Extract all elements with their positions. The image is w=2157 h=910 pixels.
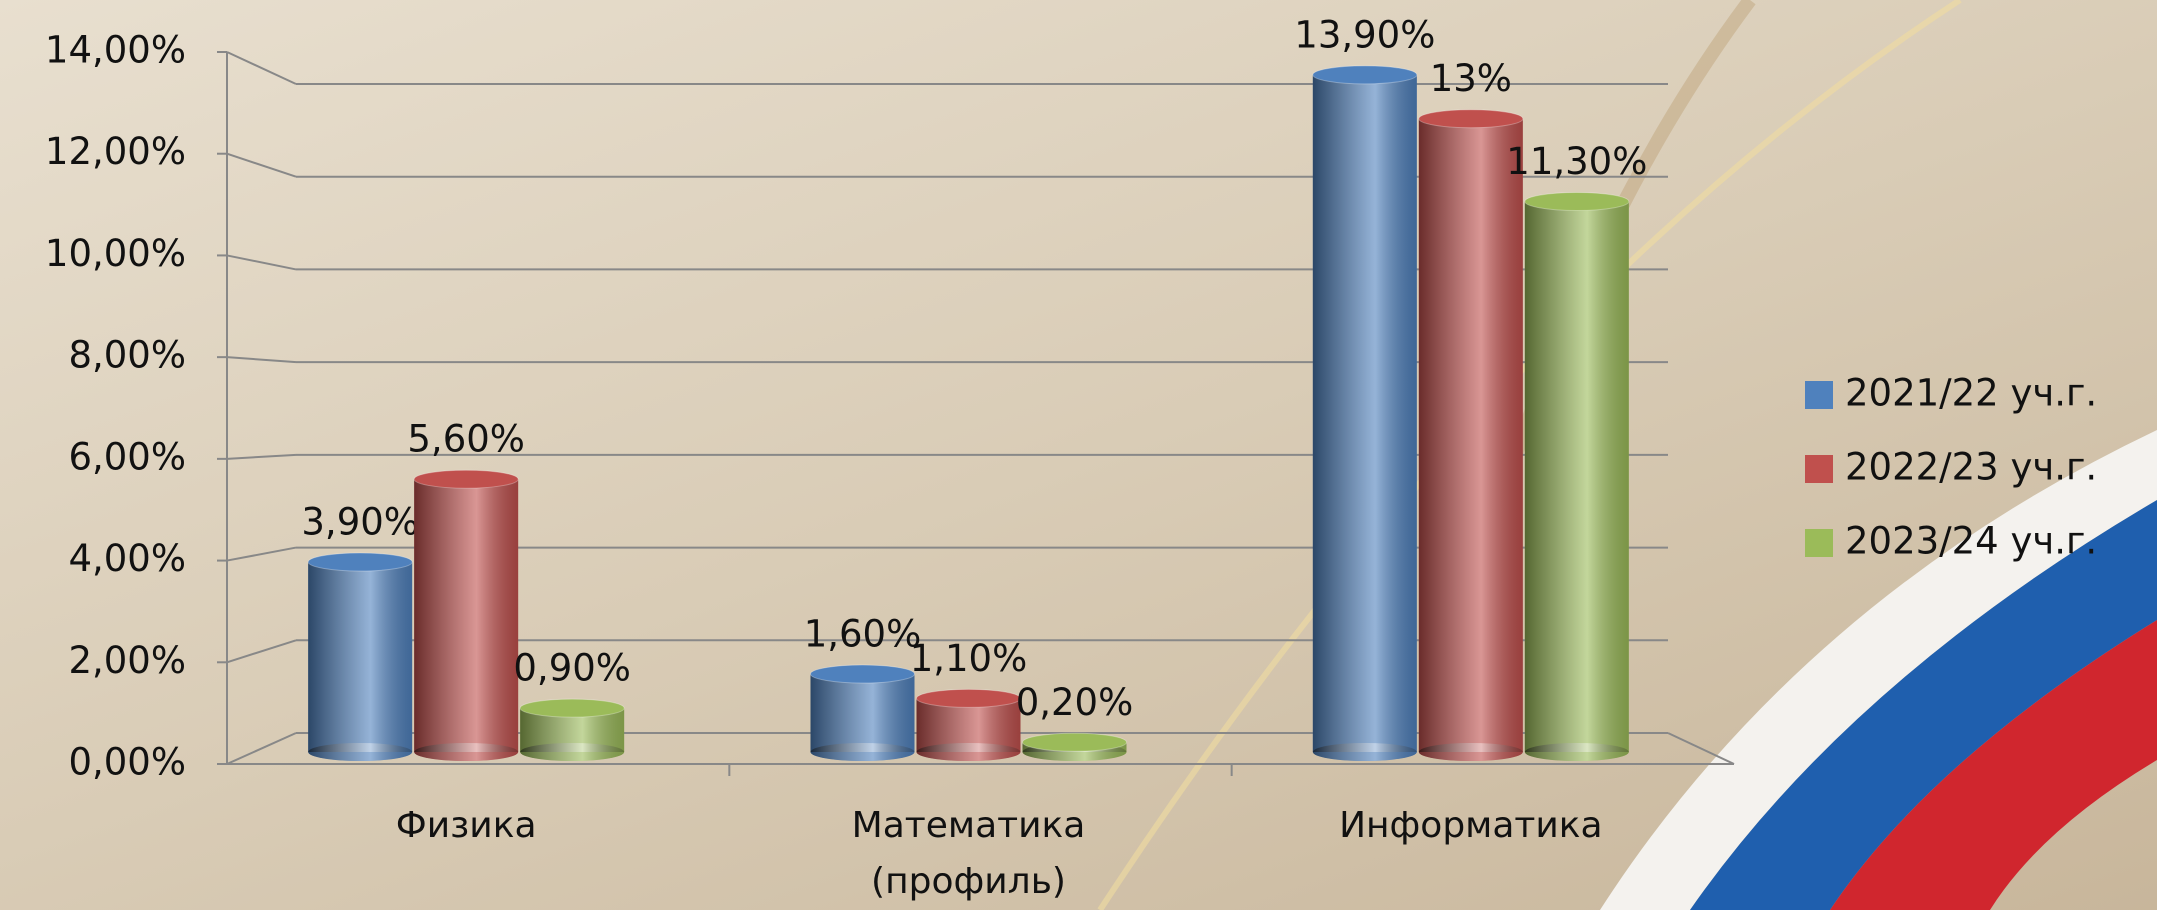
bar-shade [1419,119,1523,752]
value-label: 3,90% [301,501,419,544]
bar-cap [1023,733,1127,751]
bar-shade [1313,75,1417,752]
bar-cap [414,470,518,488]
x-tick-label: Информатика [1311,798,1631,854]
bar-shade [414,479,518,752]
grid-line-side [227,733,296,764]
legend-swatch [1805,529,1833,557]
legend-swatch [1805,455,1833,483]
bar-cap [811,665,915,683]
grid-line-side [227,255,296,269]
bar-shade [308,562,412,752]
y-tick-label: 6,00% [68,435,186,478]
bar-cap [520,699,624,717]
grid-line-side [227,640,296,662]
bar-base-shade [308,743,412,761]
x-tick-label: Физика [306,798,626,854]
grid-line-side [227,548,296,561]
y-tick-label: 14,00% [45,29,186,72]
y-tick-label: 0,00% [68,741,186,784]
grid-line-side [227,357,296,362]
y-tick-label: 12,00% [45,130,186,173]
bar-cap [1313,66,1417,84]
bar-base-shade [1419,743,1523,761]
bar-shade [1525,202,1629,752]
value-label: 11,30% [1506,140,1647,183]
bar-cap [1419,110,1523,128]
legend-label: 2023/24 уч.г. [1845,520,2097,563]
value-label: 13,90% [1294,13,1435,56]
y-tick-label: 2,00% [68,639,186,682]
legend-label: 2022/23 уч.г. [1845,446,2097,489]
bar-base-shade [1313,743,1417,761]
bar-base-shade [1525,743,1629,761]
bar-base-shade [414,743,518,761]
y-tick-label: 8,00% [68,334,186,377]
bar-shade [811,674,915,752]
x-tick-label: Математика (профиль) [809,798,1129,910]
value-label: 1,10% [910,637,1028,680]
value-label: 13% [1430,57,1512,100]
bar-cap [917,689,1021,707]
value-label: 5,60% [407,418,525,461]
grid-line-side [227,455,296,459]
bar-base-shade [917,743,1021,761]
grid-line-side [227,154,296,177]
value-label: 0,20% [1016,681,1134,724]
y-tick-label: 10,00% [45,232,186,275]
chart: 0,00% 2,00% 4,00% 6,00% 8,00% 10,00% 12,00% 14,… [0,0,2157,910]
value-label: 1,60% [804,613,922,656]
legend-swatch [1805,381,1833,409]
y-tick-label: 4,00% [68,537,186,580]
grid-line-side [227,52,296,84]
bar-base-shade [811,743,915,761]
legend-label: 2021/22 уч.г. [1845,372,2097,415]
bar-cap [1525,193,1629,211]
value-label: 0,90% [513,647,631,690]
bar-cap [308,553,412,571]
slide: 0,00% 2,00% 4,00% 6,00% 8,00% 10,00% 12,00% 14,… [0,0,2157,910]
bar-base-shade [520,743,624,761]
